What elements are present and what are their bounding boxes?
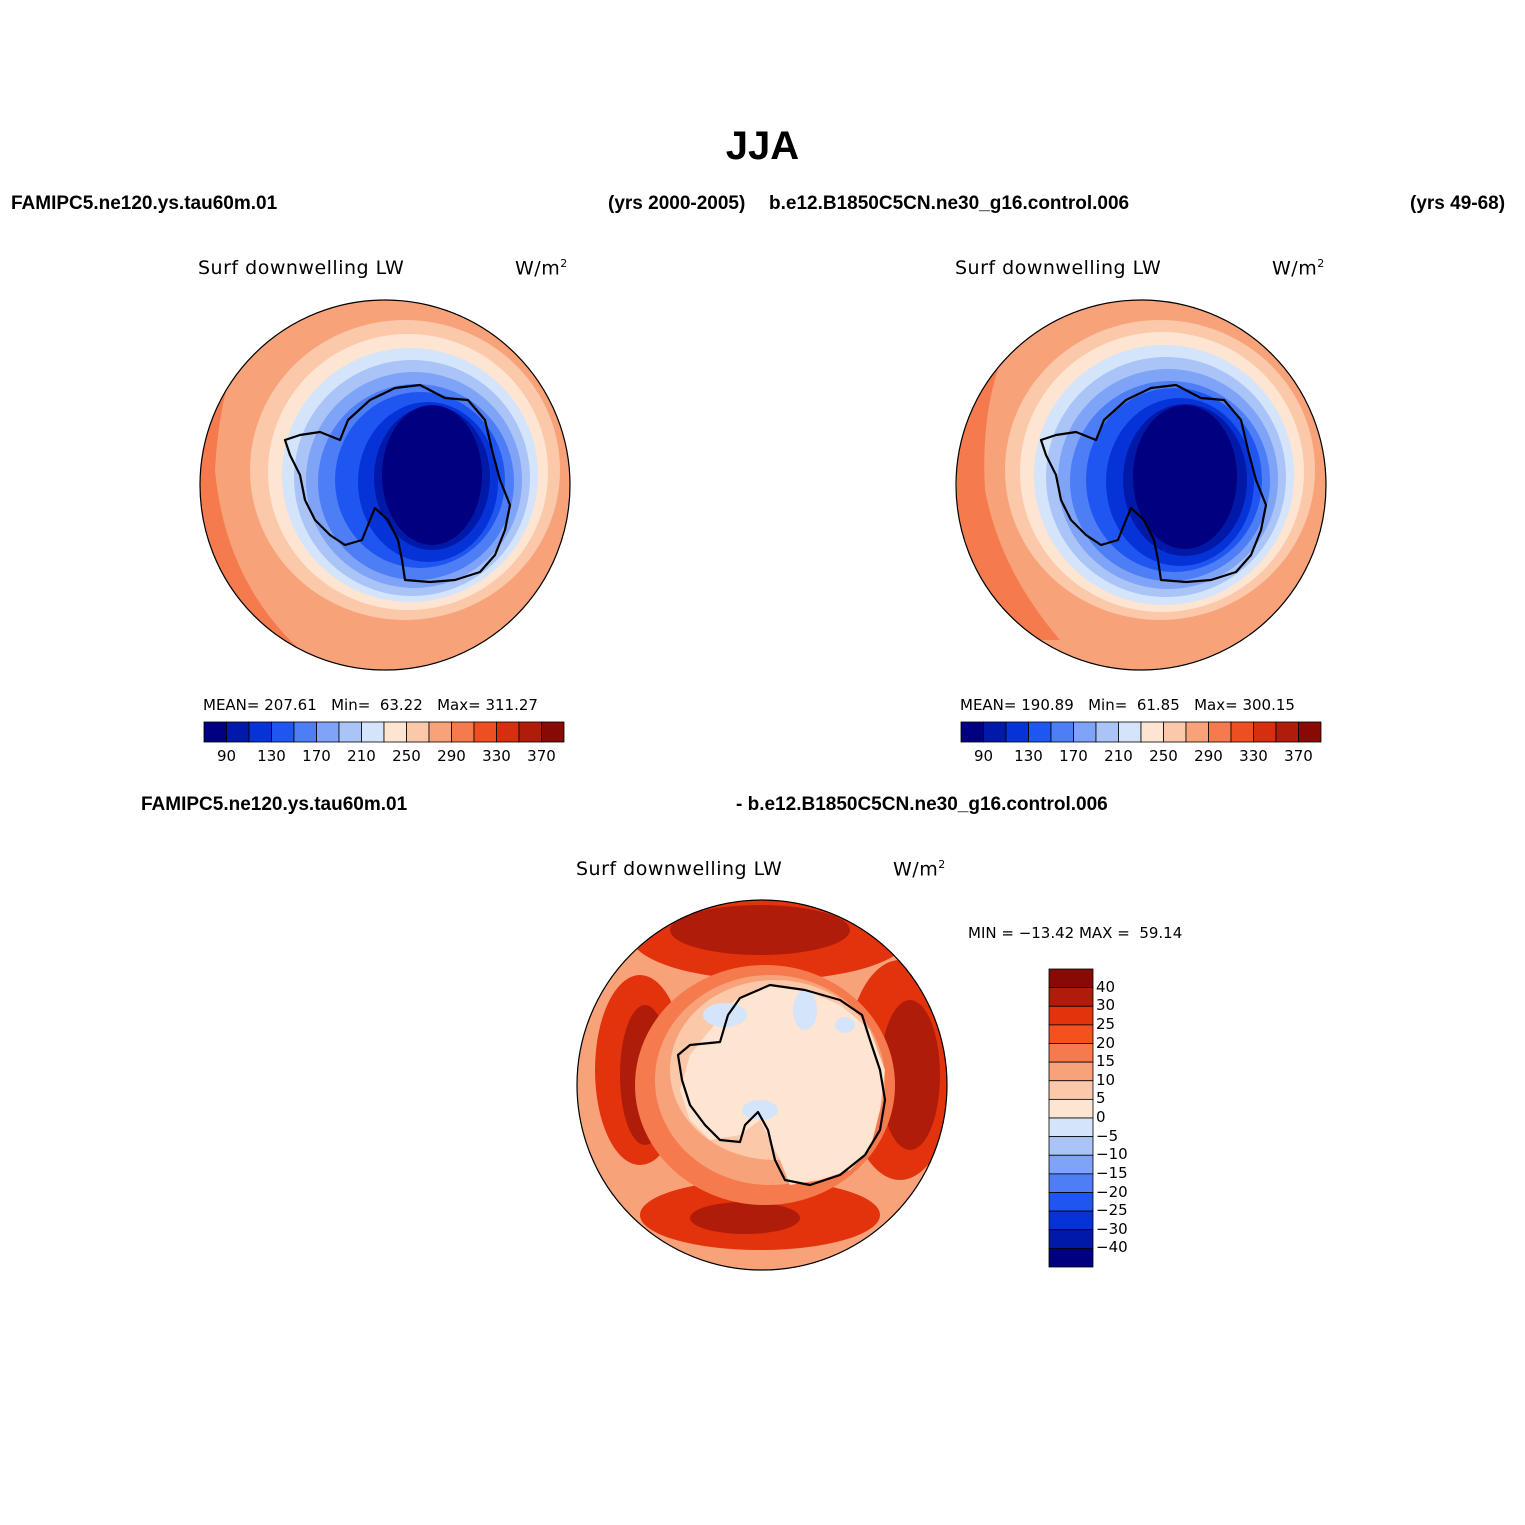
diff-left-case: FAMIPC5.ne120.ys.tau60m.01 xyxy=(141,794,408,815)
colorbar-tick-label: 130 xyxy=(257,747,286,765)
colorbar-panel-1-labels: 90 130 170 210 250 290 330 370 xyxy=(204,747,564,767)
colorbar-tick-label: 10 xyxy=(1096,1070,1116,1089)
panel1-units: W/m2 xyxy=(515,257,568,280)
colorbar-tick-label: 30 xyxy=(1096,996,1116,1015)
colorbar-tick-label: 330 xyxy=(482,747,511,765)
colorbar-swatch xyxy=(1048,1229,1094,1249)
colorbar-tick-label: 290 xyxy=(1194,747,1223,765)
colorbar-tick-label: 170 xyxy=(1059,747,1088,765)
colorbar-tick-label: −10 xyxy=(1096,1145,1128,1164)
colorbar-tick-label: −25 xyxy=(1096,1201,1128,1220)
left-case-years: (yrs 2000-2005) xyxy=(608,193,746,214)
colorbar-swatch xyxy=(1048,1247,1094,1268)
colorbar-tick-label: −5 xyxy=(1096,1126,1119,1145)
panel3-stats: MIN = −13.42 MAX = 59.14 xyxy=(968,924,1183,942)
colorbar-tick-label: 250 xyxy=(1149,747,1178,765)
colorbar-swatch xyxy=(1298,721,1322,743)
panel1-title: Surf downwelling LW xyxy=(198,257,405,279)
colorbar-tick-label: 130 xyxy=(1014,747,1043,765)
panel2-title: Surf downwelling LW xyxy=(955,257,1162,279)
colorbar-swatch xyxy=(1048,1061,1094,1082)
colorbar-panel-1 xyxy=(203,721,565,743)
colorbar-tick-label: −30 xyxy=(1096,1219,1128,1238)
panel2-units: W/m2 xyxy=(1272,257,1325,280)
colorbar-tick-label: 250 xyxy=(392,747,421,765)
colorbar-swatch xyxy=(1048,1210,1094,1231)
panel3-units: W/m2 xyxy=(893,858,946,881)
right-case-years: (yrs 49-68) xyxy=(1410,193,1506,214)
colorbar-panel-2-labels: 90 130 170 210 250 290 330 370 xyxy=(961,747,1321,767)
colorbar-tick-label: 370 xyxy=(1284,747,1313,765)
colorbar-tick-label: −20 xyxy=(1096,1182,1128,1201)
colorbar-swatch xyxy=(1048,1005,1094,1026)
colorbar-diff-labels: 40 30 25 20 15 10 5 0 −5 −10 −15 −20 −25 −30 −40 xyxy=(1096,969,1156,1267)
colorbar-swatch xyxy=(1048,987,1094,1007)
page-title: JJA xyxy=(725,124,800,168)
colorbar-tick-label: 290 xyxy=(437,747,466,765)
colorbar-swatch xyxy=(1048,1173,1094,1193)
colorbar-swatch xyxy=(1048,1024,1094,1044)
colorbar-swatch xyxy=(1048,1117,1094,1138)
colorbar-swatch xyxy=(541,721,565,743)
diff-right-case: - b.e12.B1850C5CN.ne30_g16.control.006 xyxy=(736,794,1108,815)
colorbar-tick-label: 90 xyxy=(216,747,237,765)
colorbar-tick-label: 210 xyxy=(1104,747,1133,765)
colorbar-tick-label: −15 xyxy=(1096,1163,1128,1182)
colorbar-swatch xyxy=(1048,1136,1094,1156)
colorbar-tick-label: 370 xyxy=(527,747,556,765)
colorbar-tick-label: 330 xyxy=(1239,747,1268,765)
colorbar-swatch xyxy=(1048,1043,1094,1063)
colorbar-tick-label: 40 xyxy=(1096,977,1116,996)
colorbar-tick-label: 5 xyxy=(1096,1089,1106,1108)
colorbar-diff xyxy=(1048,968,1094,1268)
panel2-stats: MEAN= 190.89 Min= 61.85 Max= 300.15 xyxy=(960,696,1295,714)
colorbar-tick-label: 170 xyxy=(302,747,331,765)
colorbar-tick-label: 20 xyxy=(1096,1033,1116,1052)
colorbar-swatch xyxy=(1048,968,1094,989)
colorbar-tick-label: 25 xyxy=(1096,1014,1116,1033)
colorbar-tick-label: 0 xyxy=(1096,1108,1106,1126)
colorbar-swatch xyxy=(1048,1154,1094,1175)
colorbar-swatch xyxy=(1048,1098,1094,1119)
left-case-name: FAMIPC5.ne120.ys.tau60m.01 xyxy=(11,193,278,214)
colorbar-panel-2 xyxy=(960,721,1322,743)
colorbar-tick-label: 15 xyxy=(1096,1052,1116,1071)
panel3-title: Surf downwelling LW xyxy=(576,858,783,880)
colorbar-tick-label: −40 xyxy=(1096,1238,1128,1257)
colorbar-swatch xyxy=(1048,1192,1094,1212)
panel1-stats: MEAN= 207.61 Min= 63.22 Max= 311.27 xyxy=(203,696,538,714)
colorbar-swatch xyxy=(1048,1080,1094,1100)
right-case-name: b.e12.B1850C5CN.ne30_g16.control.006 xyxy=(769,193,1130,214)
colorbar-tick-label: 90 xyxy=(973,747,994,765)
colorbar-tick-label: 210 xyxy=(347,747,376,765)
